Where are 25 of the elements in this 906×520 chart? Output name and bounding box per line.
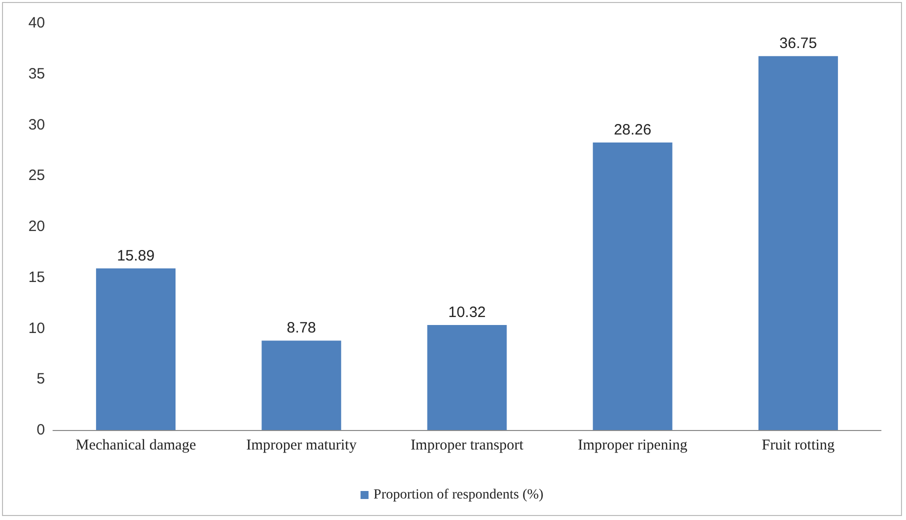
x-tick-label: Improper ripening <box>578 438 688 454</box>
bar <box>262 340 342 430</box>
data-label: 36.75 <box>779 35 817 52</box>
x-tick-label: Mechanical damage <box>76 438 196 454</box>
y-tick-label: 10 <box>28 320 45 337</box>
legend-label: Proportion of respondents (%) <box>374 488 544 502</box>
data-label: 28.26 <box>614 121 652 138</box>
y-tick-label: 25 <box>28 167 45 184</box>
x-tick-label: Improper transport <box>410 438 524 454</box>
bar <box>96 268 176 430</box>
y-tick-label: 0 <box>36 422 45 438</box>
y-tick-label: 5 <box>36 370 45 388</box>
y-tick-label: 30 <box>28 116 45 134</box>
y-tick-label: 40 <box>28 14 45 32</box>
y-tick-label: 35 <box>28 65 45 82</box>
data-label: 8.78 <box>286 320 316 337</box>
y-tick-label: 15 <box>28 268 45 286</box>
y-tick-label: 20 <box>28 218 45 235</box>
x-tick-label: Improper maturity <box>246 438 358 454</box>
bar <box>758 56 838 430</box>
bar <box>427 324 507 430</box>
data-label: 15.89 <box>117 247 155 264</box>
data-label: 10.32 <box>448 304 486 321</box>
bar <box>592 142 672 430</box>
x-tick-label: Fruit rotting <box>762 438 836 454</box>
